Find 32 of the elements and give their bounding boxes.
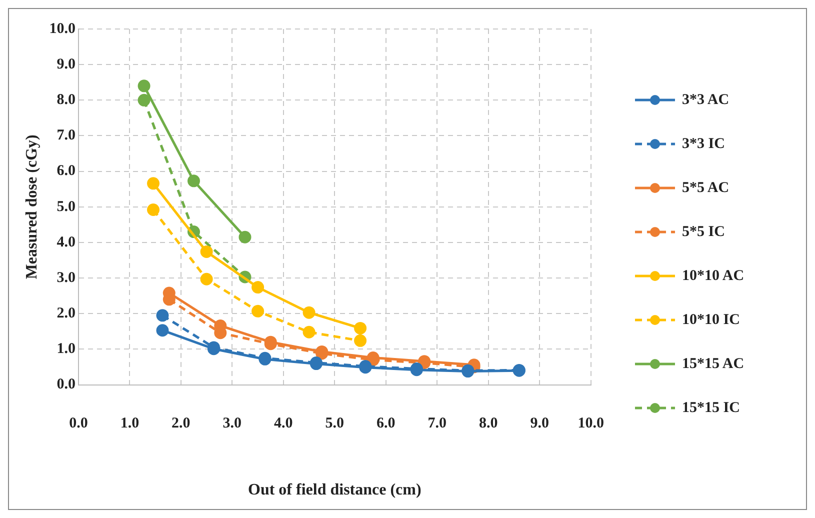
legend-label: 5*5 IC — [682, 224, 725, 240]
legend-label: 15*15 AC — [682, 356, 744, 372]
y-tick-label: 10.0 — [49, 20, 76, 37]
y-tick-label: 6.0 — [56, 163, 76, 180]
y-tick-label: 8.0 — [56, 92, 76, 108]
y-tick-label: 4.0 — [56, 234, 76, 250]
x-tick-label: 4.0 — [274, 416, 293, 432]
legend-label: 3*3 IC — [682, 136, 725, 152]
y-axis-title: Measured dose (cGy) — [24, 134, 41, 280]
x-tick-label: 3.0 — [222, 416, 242, 432]
legend-label: 3*3 AC — [682, 92, 730, 108]
x-tick-label: 8.0 — [479, 416, 498, 432]
y-tick-label: 1.0 — [56, 341, 76, 358]
x-tick-label: 5.0 — [325, 416, 344, 432]
y-tick-label: 0.0 — [56, 376, 76, 393]
y-tick-label: 2.0 — [56, 306, 76, 322]
legend-label: 10*10 IC — [682, 312, 740, 328]
legend-label: 10*10 AC — [682, 268, 744, 284]
x-tick-label: 2.0 — [172, 416, 190, 432]
y-tick-label: 3.0 — [56, 270, 76, 286]
y-tick-label: 9.0 — [56, 56, 76, 72]
legend-label: 15*15 IC — [682, 400, 740, 416]
y-tick-label: 7.0 — [56, 128, 76, 144]
y-tick-label: 5.0 — [56, 198, 76, 215]
x-tick-label: 10.0 — [578, 416, 604, 432]
x-tick-label: 9.0 — [530, 416, 550, 432]
x-tick-label: 7.0 — [428, 416, 447, 432]
x-axis-title: Out of field distance (cm) — [248, 482, 422, 499]
x-tick-label: 0.0 — [69, 416, 88, 432]
x-tick-label: 6.0 — [376, 416, 396, 432]
legend-label: 5*5 AC — [682, 180, 730, 196]
x-tick-label: 1.0 — [120, 416, 140, 432]
